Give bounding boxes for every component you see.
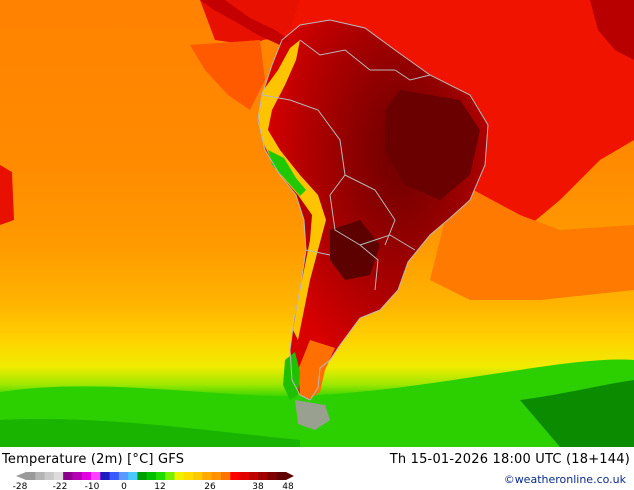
scale-tick-label: 48: [282, 482, 294, 490]
scale-swatch: [35, 472, 45, 480]
scale-swatch: [221, 472, 231, 480]
scale-arrow-high: [286, 472, 294, 480]
scale-tick-label: -28: [13, 482, 28, 490]
temperature-map: [0, 0, 634, 447]
scale-swatch: [81, 472, 92, 480]
scale-swatch: [44, 472, 55, 480]
scale-tick-label: -22: [53, 482, 68, 490]
scale-swatch: [211, 472, 222, 480]
scale-swatch: [118, 472, 129, 480]
scale-swatch: [128, 472, 138, 480]
country-borders: [257, 19, 489, 401]
southern-deep-green: [520, 380, 634, 447]
scale-swatch: [156, 472, 166, 480]
scale-swatch: [202, 472, 213, 480]
scale-swatch: [248, 472, 259, 480]
scale-swatch: [239, 472, 250, 480]
africa-edge: [590, 0, 634, 60]
scale-swatch: [109, 472, 120, 480]
color-scale-legend: -28 -22 -10 0 12 26 38 48: [13, 472, 294, 490]
scale-swatch: [258, 472, 268, 480]
tropical-atlantic-warm: [210, 0, 634, 225]
scale-swatch: [26, 472, 36, 480]
scale-tick-label: 0: [121, 482, 127, 490]
andes-green-patches: [268, 150, 306, 196]
scale-swatch: [174, 472, 185, 480]
pacific-island-heat: [0, 165, 14, 225]
tierra-del-fuego: [295, 400, 330, 430]
scale-tick-label: 38: [252, 482, 264, 490]
map-footer: Temperature (2m) [°C] GFS Th 15-01-2026 …: [0, 447, 634, 490]
scale-swatch: [72, 472, 83, 480]
variable-label: Temperature (2m) [°C]: [2, 452, 154, 467]
pacific-warm-strip: [190, 40, 265, 110]
valid-time-label: Th 15-01-2026 18:00 UTC (18+144): [389, 452, 630, 467]
scale-swatch: [276, 472, 287, 480]
scale-swatch: [146, 472, 157, 480]
scale-tick-label: 26: [204, 482, 216, 490]
southern-green-mid: [0, 419, 300, 447]
hot-core-brazil: [385, 90, 480, 200]
scale-swatch: [267, 472, 278, 480]
scale-swatch: [165, 472, 175, 480]
scale-swatch: [230, 472, 240, 480]
credit-link[interactable]: ©weatheronline.co.uk: [503, 473, 626, 486]
scale-arrow-low: [16, 472, 26, 480]
scale-tick-label: 12: [154, 482, 165, 490]
scale-swatch: [183, 472, 194, 480]
patagonia-orange: [298, 340, 335, 400]
atlantic-orange-tongue: [430, 180, 634, 300]
scale-swatch: [53, 472, 64, 480]
scale-swatch: [193, 472, 203, 480]
model-label: GFS: [157, 452, 185, 467]
scale-swatch: [63, 472, 73, 480]
scale-swatch: [100, 472, 110, 480]
scale-swatch: [137, 472, 148, 480]
southern-ocean-green: [0, 359, 634, 447]
central-america-land: [200, 0, 290, 45]
scale-tick-label: -10: [85, 482, 100, 490]
scale-swatch: [91, 472, 101, 480]
andes-highlands: [258, 40, 326, 340]
map-title: Temperature (2m) [°C] GFS: [2, 452, 184, 467]
